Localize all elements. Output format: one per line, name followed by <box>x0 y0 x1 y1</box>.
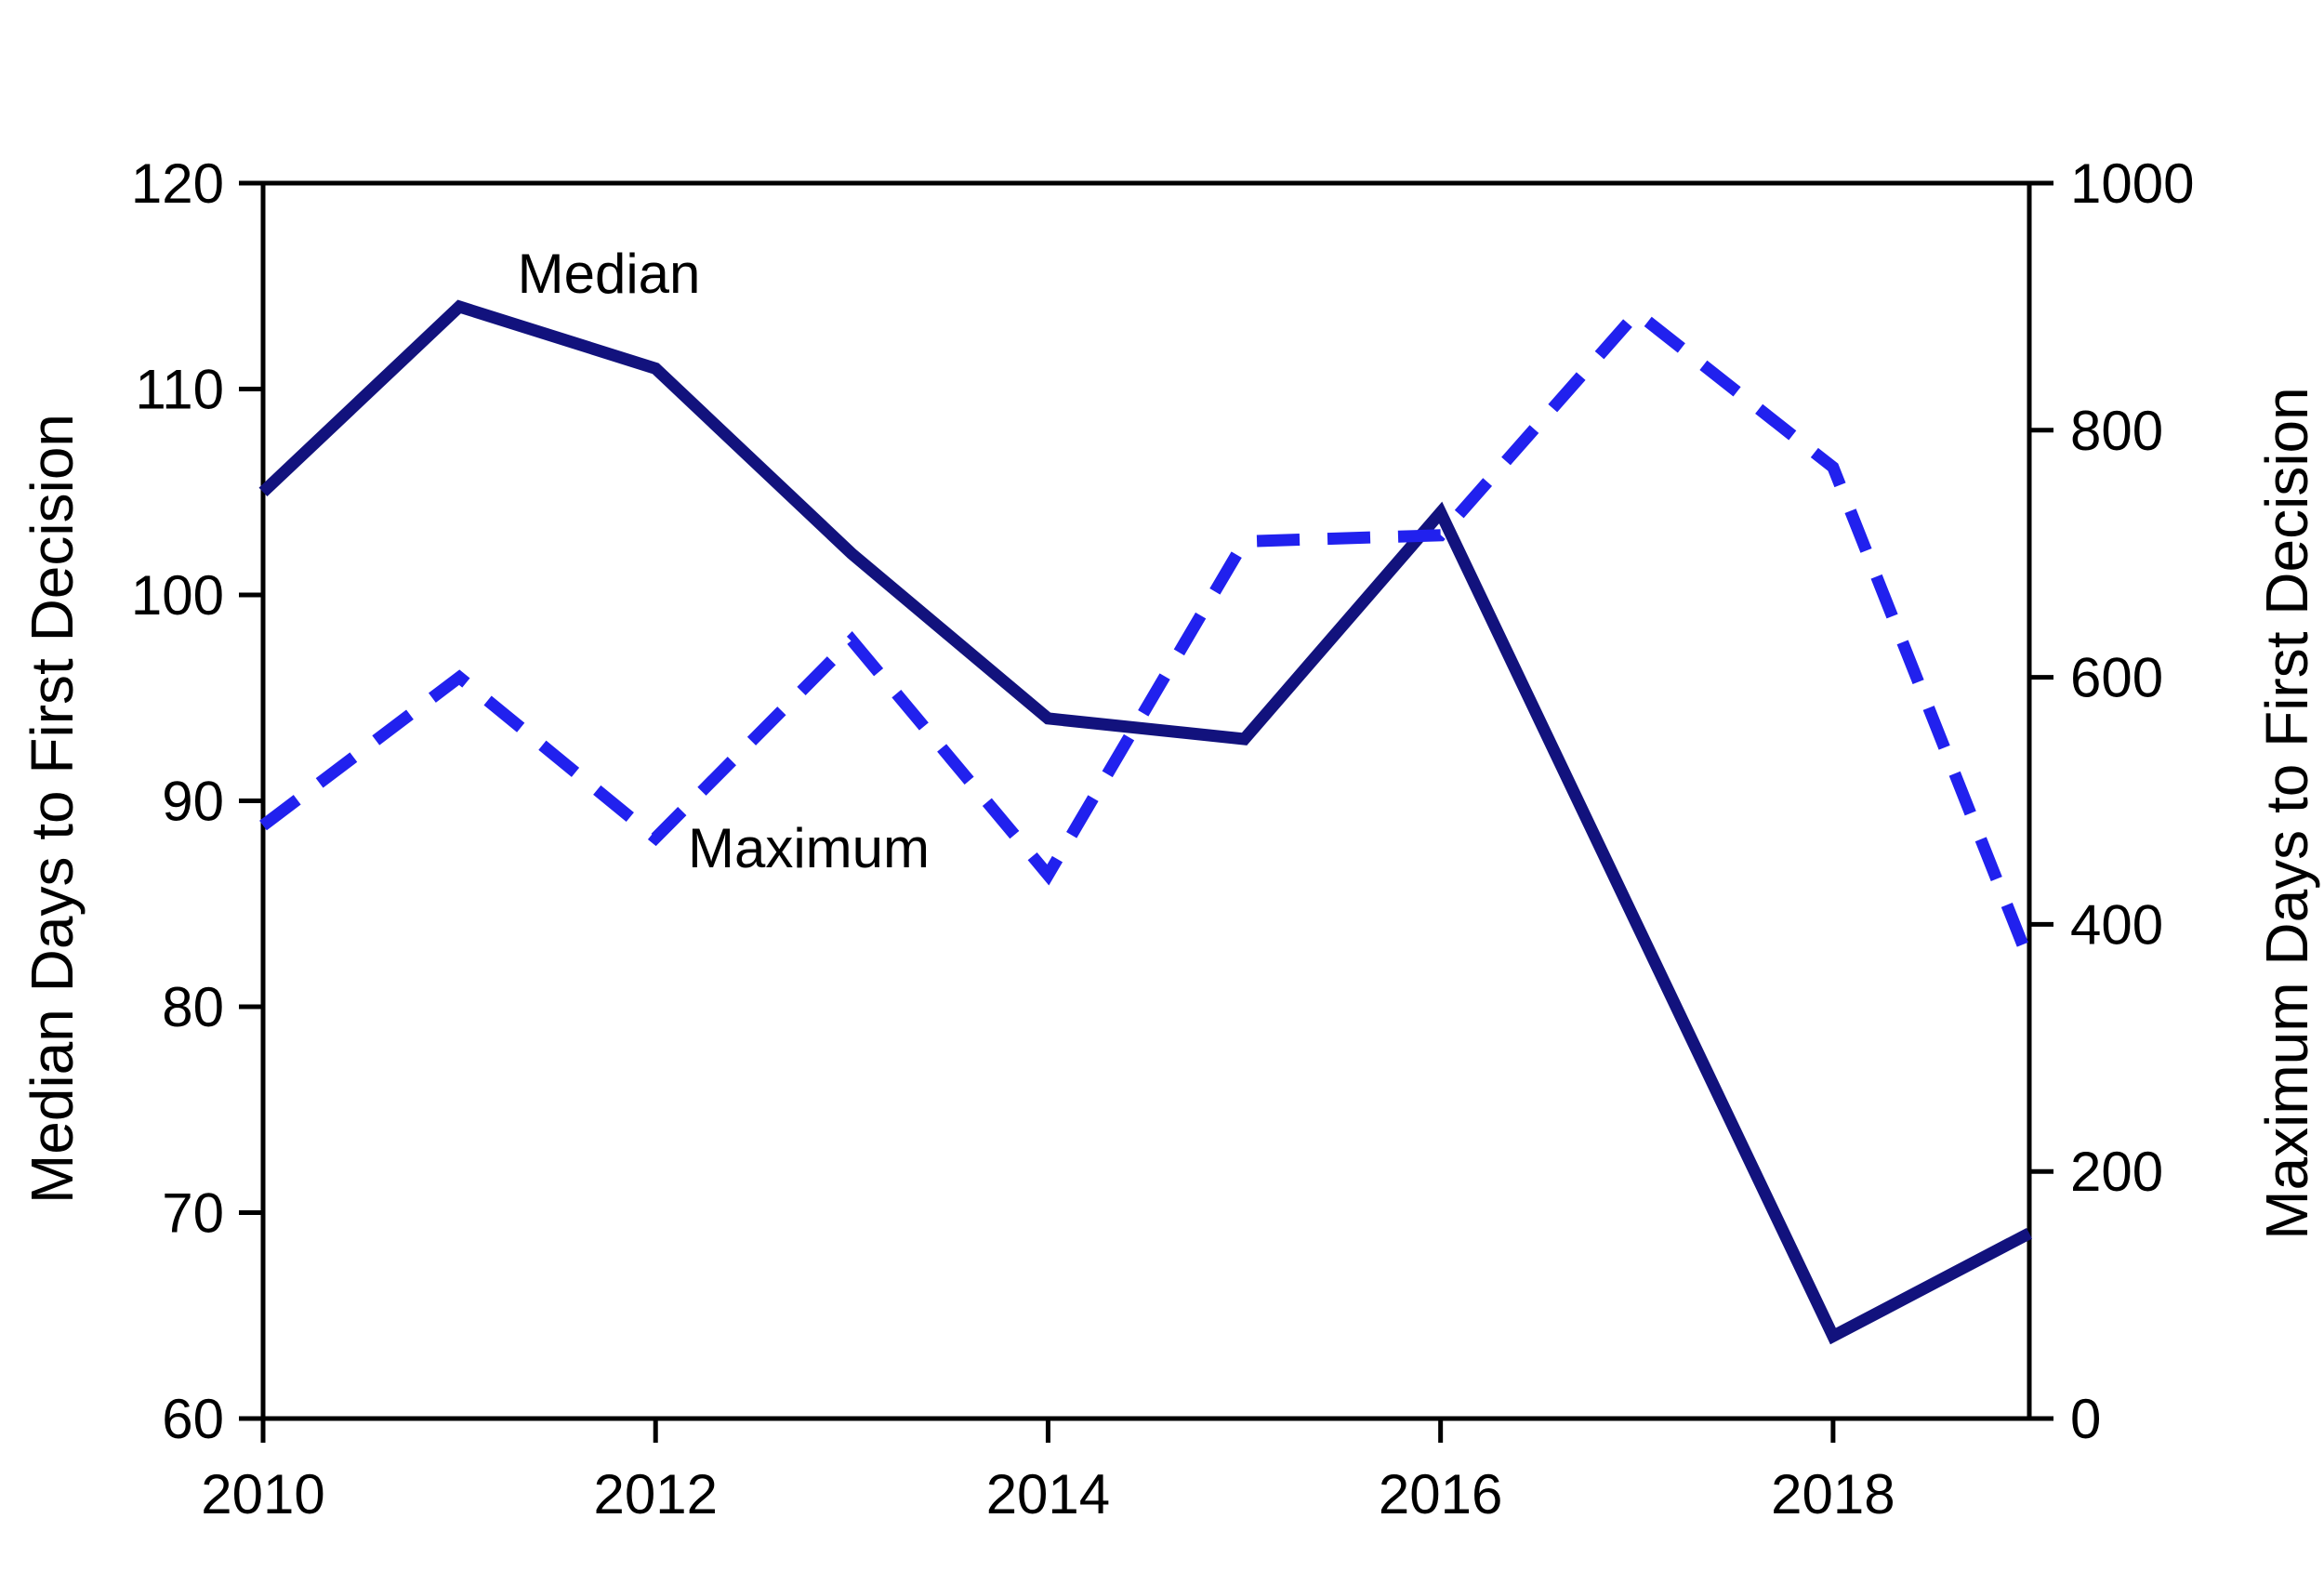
right-axis-tick-label: 400 <box>2070 893 2163 956</box>
x-axis-tick-label: 2014 <box>986 1463 1110 1525</box>
ticks-layer: 60 70 80 90 100 110 120 0 200 400 600 800 1000 2010 20… <box>131 152 2195 1525</box>
maximum-line <box>259 304 2036 964</box>
left-axis-tick-label: 110 <box>135 359 224 421</box>
x-axis-tick-label: 2018 <box>1771 1463 1895 1525</box>
right-axis-tick-label: 0 <box>2070 1388 2101 1450</box>
right-axis-tick-label: 800 <box>2070 400 2163 462</box>
right-axis-title: Maximum Days to First Decision <box>2253 387 2320 1240</box>
median-series-label: Median <box>518 243 701 305</box>
series-layer <box>258 299 2036 1345</box>
x-axis-tick-label: 2012 <box>593 1463 717 1525</box>
x-axis-tick-label: 2016 <box>1379 1463 1502 1525</box>
left-axis-tick-label: 90 <box>162 771 224 833</box>
x-axis-tick-label: 2010 <box>201 1463 324 1525</box>
left-axis-tick-label: 80 <box>162 976 224 1038</box>
plot-area-border <box>260 180 2032 1421</box>
right-axis-tick-label: 200 <box>2070 1141 2163 1203</box>
maximum-series-label: Maximum <box>688 817 930 879</box>
left-axis-tick-label: 70 <box>162 1182 224 1245</box>
median-line <box>258 299 2033 1345</box>
right-axis-tick-label: 1000 <box>2070 152 2194 215</box>
right-axis-tick-label: 600 <box>2070 647 2163 709</box>
left-axis-tick-label: 100 <box>131 564 224 627</box>
left-axis-title: Median Days to First Decision <box>19 414 86 1204</box>
left-axis-tick-label: 60 <box>162 1388 224 1450</box>
left-axis-tick-label: 120 <box>131 152 224 215</box>
